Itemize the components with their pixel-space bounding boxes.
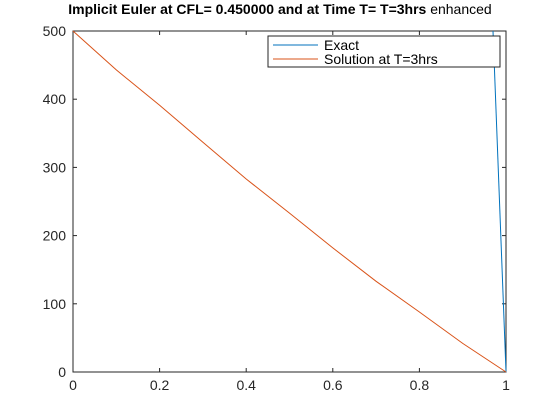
y-tick-label: 200: [43, 228, 67, 244]
y-tick-label: 0: [58, 364, 66, 380]
x-tick-label: 1: [502, 377, 510, 393]
series-line-solution-at-t-3hrs: [72, 30, 507, 373]
y-tick-label: 100: [43, 296, 67, 312]
x-tick-label: 0.4: [236, 377, 256, 393]
y-tick-label: 300: [43, 159, 67, 175]
y-tick-label: 400: [43, 91, 67, 107]
legend-box: [267, 35, 501, 68]
x-tick-label: 0.2: [150, 377, 170, 393]
y-tick-label: 500: [43, 23, 67, 39]
legend-label: Solution at T=3hrs: [324, 51, 438, 67]
legend-label: Exact: [324, 37, 359, 53]
x-tick-label: 0.8: [410, 377, 430, 393]
chart-title-suffix: enhanced: [430, 1, 492, 17]
series-line-exact: [492, 30, 507, 373]
axes-box: [72, 30, 507, 373]
chart-title-bold: Implicit Euler at CFL= 0.450000 and at T…: [68, 1, 427, 17]
x-tick-label: 0: [69, 377, 77, 393]
chart-title: Implicit Euler at CFL= 0.450000 and at T…: [0, 1, 560, 17]
x-tick-label: 0.6: [323, 377, 343, 393]
